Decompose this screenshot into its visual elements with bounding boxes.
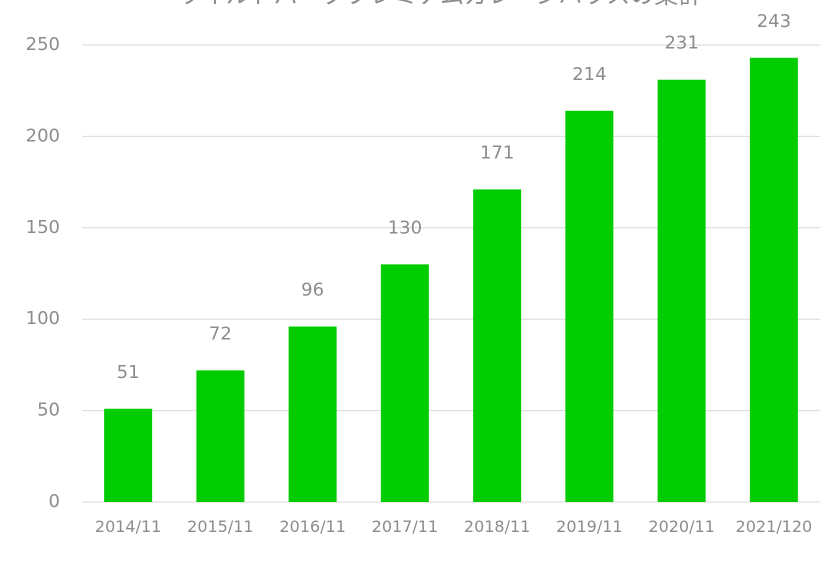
bar (196, 370, 245, 502)
data-label: 96 (301, 280, 324, 301)
bar (749, 57, 798, 503)
data-label: 214 (572, 64, 606, 85)
y-tick-label: 150 (26, 217, 60, 238)
y-tick-label: 0 (49, 491, 60, 512)
x-tick-label: 2019/11 (556, 517, 623, 536)
data-label: 72 (209, 323, 232, 344)
bar (565, 110, 614, 503)
data-label: 243 (757, 11, 791, 32)
bar (104, 408, 153, 502)
x-tick-label: 2014/11 (94, 517, 162, 536)
x-tick-label: 2020/11 (648, 517, 715, 536)
data-label: 51 (117, 362, 140, 383)
x-tick-label: 2015/11 (187, 517, 254, 536)
bar (473, 189, 522, 503)
x-tick-label: 2018/11 (463, 517, 531, 536)
data-label: 171 (480, 142, 514, 163)
x-tick-label: 2016/11 (279, 517, 346, 536)
y-tick-label: 100 (26, 308, 60, 329)
y-tick-label: 200 (26, 125, 60, 146)
bar (380, 264, 429, 502)
x-tick-label: 2021/120 (735, 517, 813, 536)
x-tick-label: 2017/11 (371, 517, 439, 536)
y-tick-label: 50 (37, 400, 60, 421)
bar (657, 79, 706, 503)
chart-title: ワイルドパークプレミアムガレージハウスの集計 (178, 0, 702, 9)
data-label: 130 (388, 217, 422, 238)
data-label: 231 (664, 33, 698, 54)
y-tick-label: 250 (26, 34, 60, 55)
bar (288, 326, 337, 502)
